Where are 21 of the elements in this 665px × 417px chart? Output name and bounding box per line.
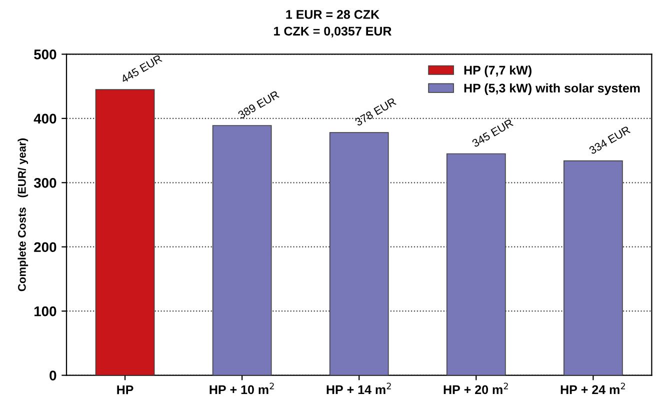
x-tick-label: HP	[117, 385, 134, 394]
y-tick-label: 400	[34, 114, 56, 124]
data-label: 445 EUR	[120, 54, 163, 84]
data-label: 334 EUR	[588, 126, 631, 155]
data-label: 389 EUR	[237, 90, 280, 120]
legend-label: HP (5,3 kW) with solar system	[464, 83, 640, 96]
data-label: 345 EUR	[471, 118, 514, 148]
x-tick-label: HP + 14 m$^{2}$	[326, 382, 391, 394]
y-axis-title: Complete Costs (EUR/ year)	[18, 138, 28, 292]
y-tick-label: 0	[50, 370, 56, 380]
y-tick-label: 100	[34, 306, 56, 316]
y-tick-label: 200	[34, 242, 56, 252]
data-label: 378 EUR	[354, 97, 397, 126]
x-tick-label: HP + 24 m$^{2}$	[560, 382, 625, 394]
x-tick-label: HP + 20 m$^{2}$	[444, 382, 508, 394]
y-tick-label: 300	[34, 178, 56, 188]
y-tick-label: 500	[34, 50, 56, 60]
legend-label: HP (7,7 kW)	[464, 65, 532, 78]
x-tick-label: HP + 10 m$^{2}$	[210, 382, 274, 394]
chart-subtitle: 1 CZK = 0,0357 EUR	[274, 26, 392, 38]
chart-title: 1 EUR = 28 CZK	[286, 10, 380, 19]
